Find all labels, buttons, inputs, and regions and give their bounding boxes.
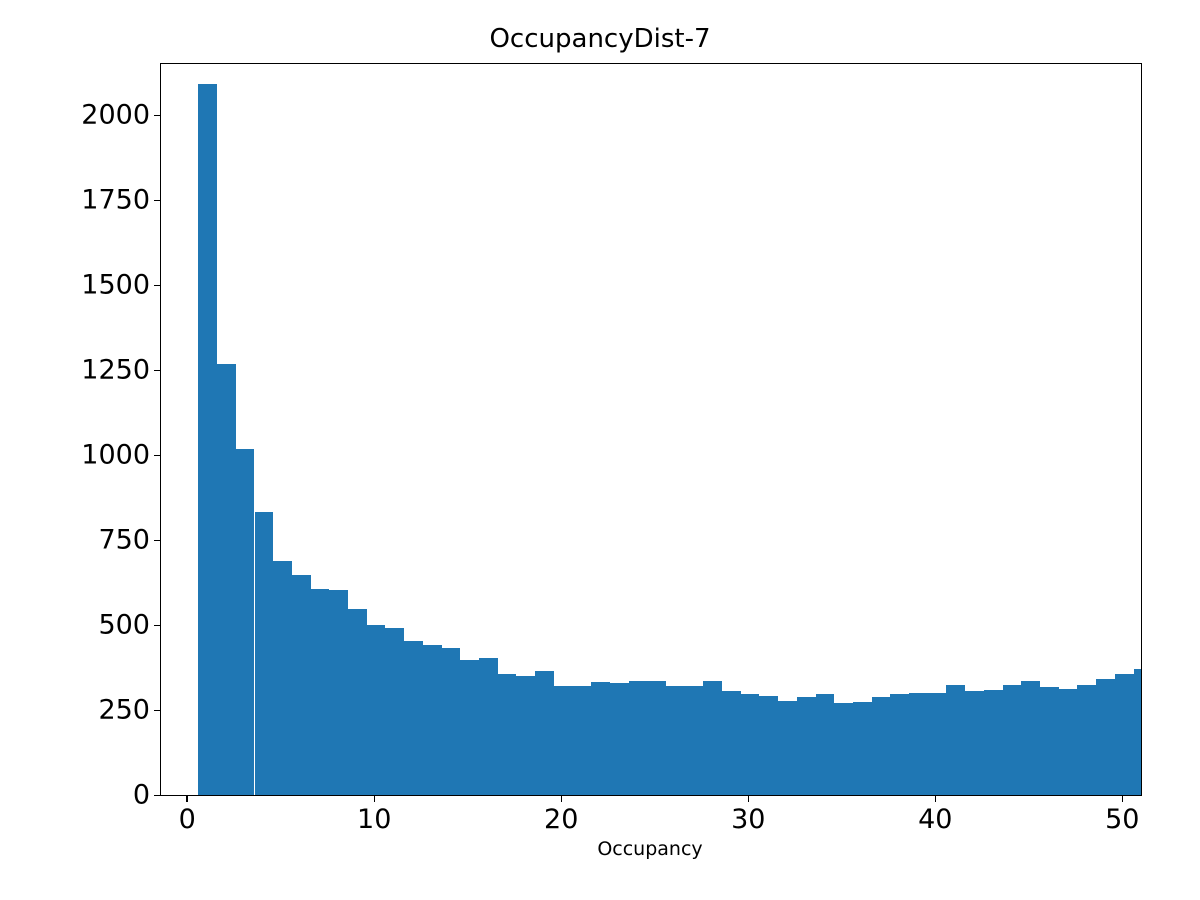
histogram-bar	[591, 681, 610, 795]
histogram-bar	[890, 694, 910, 795]
histogram-bar	[1114, 674, 1134, 795]
histogram-bar	[235, 448, 255, 795]
x-tick-mark	[186, 795, 188, 802]
y-tick-label: 2000	[81, 99, 150, 131]
histogram-bar	[1133, 669, 1141, 795]
y-tick-label: 1250	[81, 354, 150, 386]
y-tick-mark	[154, 625, 161, 627]
x-tick-label: 40	[918, 804, 953, 835]
histogram-bar	[516, 676, 536, 795]
histogram-bar	[366, 625, 386, 795]
histogram-bar	[815, 694, 835, 795]
histogram-bar	[1058, 688, 1078, 795]
histogram-bar	[852, 702, 872, 795]
histogram-bar	[703, 680, 723, 795]
x-tick-mark	[1121, 795, 1123, 802]
y-tick-label: 0	[132, 779, 150, 811]
histogram-bar	[628, 681, 648, 795]
histogram-bar	[740, 694, 760, 795]
y-tick-label: 500	[98, 609, 150, 641]
y-tick-mark	[154, 115, 161, 117]
histogram-bar	[871, 697, 891, 795]
x-tick-label: 30	[731, 804, 766, 835]
histogram-bar	[497, 674, 517, 795]
y-tick-mark	[154, 540, 161, 542]
histogram-bar	[965, 690, 984, 795]
y-tick-mark	[154, 200, 161, 202]
y-tick-label: 1500	[81, 269, 150, 301]
histogram-bar	[1040, 686, 1059, 795]
histogram-bar	[460, 659, 479, 795]
x-tick-mark	[373, 795, 375, 802]
histogram-bar	[647, 681, 666, 795]
x-axis-label: Occupancy	[597, 838, 703, 860]
y-tick-mark	[154, 455, 161, 457]
x-tick-mark	[934, 795, 936, 802]
histogram-bar	[834, 702, 853, 795]
histogram-bar	[422, 645, 442, 795]
histogram-bar	[572, 685, 592, 795]
histogram-bar	[385, 628, 405, 795]
x-tick-label: 0	[178, 804, 196, 835]
histogram-bar	[1021, 681, 1040, 795]
histogram-bar	[217, 363, 236, 795]
histogram-bar	[1002, 685, 1022, 795]
histogram-bar	[983, 689, 1003, 795]
plot-axes: 0 250 500 750 1000 1250 1500 1750 2000 0 10 20 30 40…	[81, 63, 1142, 833]
histogram-bar	[535, 670, 554, 795]
y-tick-label: 1750	[81, 184, 150, 216]
y-tick-label: 750	[98, 524, 150, 556]
histogram-bar	[722, 690, 741, 795]
histogram-bar	[553, 686, 573, 795]
histogram-bar	[946, 685, 966, 795]
chart-title: OccupancyDist-7	[489, 24, 711, 54]
x-tick-mark	[560, 795, 562, 802]
y-tick-label: 250	[98, 694, 150, 726]
histogram-bar	[329, 590, 348, 795]
y-tick-mark	[154, 370, 161, 372]
histogram-bar	[684, 686, 704, 795]
histogram-bar	[778, 701, 797, 795]
histogram-bar	[927, 693, 947, 795]
histogram-bar	[273, 560, 292, 795]
histogram-bar	[404, 641, 423, 795]
x-tick-label: 10	[357, 804, 392, 835]
histogram-bar	[310, 588, 330, 795]
bars-container	[161, 64, 1141, 795]
y-tick-mark	[154, 285, 161, 287]
histogram-bar	[759, 696, 779, 795]
histogram-bar	[909, 693, 928, 795]
x-tick-mark	[747, 795, 749, 802]
histogram-bar	[796, 696, 816, 795]
x-tick-label: 50	[1105, 804, 1140, 835]
y-tick-mark	[154, 710, 161, 712]
histogram-bar	[254, 511, 274, 795]
histogram-bar	[609, 682, 629, 795]
y-tick-label: 1000	[81, 439, 150, 471]
histogram-bar	[291, 575, 311, 795]
histogram-bar	[441, 648, 461, 795]
histogram-bar	[348, 608, 367, 795]
histogram-bar	[1077, 684, 1097, 795]
x-tick-label: 20	[544, 804, 579, 835]
histogram-bar	[198, 84, 218, 795]
y-tick-mark	[154, 795, 161, 797]
histogram-bar	[665, 686, 685, 795]
histogram-bar	[478, 657, 498, 795]
histogram-bar	[1096, 679, 1115, 795]
